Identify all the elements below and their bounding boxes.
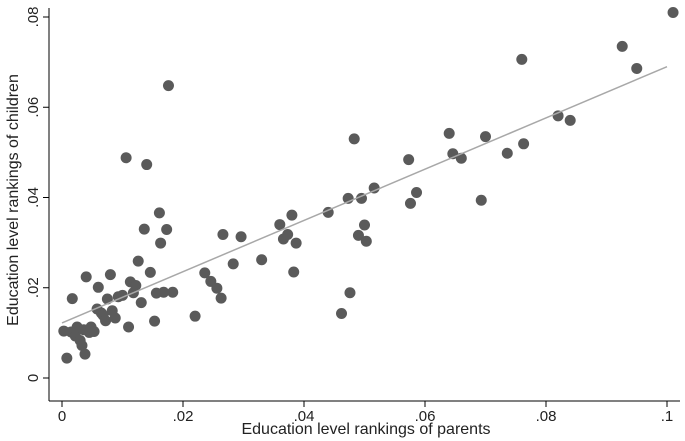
data-point xyxy=(336,307,348,319)
data-point xyxy=(475,194,487,206)
data-point xyxy=(215,292,227,304)
data-point xyxy=(344,287,356,299)
data-point xyxy=(616,40,628,52)
data-point xyxy=(359,219,370,231)
data-point xyxy=(501,147,513,159)
x-axis-title: Education level rankings of parents xyxy=(241,421,490,438)
data-point xyxy=(109,312,121,324)
data-point xyxy=(80,271,92,283)
data-point xyxy=(217,229,229,241)
data-point xyxy=(149,315,161,327)
data-point xyxy=(403,154,415,166)
x-tick-label: 0 xyxy=(58,408,66,425)
data-point xyxy=(288,266,300,278)
y-axis-ticks: 0 .02 .04 .06 .08 xyxy=(25,7,49,382)
data-point xyxy=(158,286,170,298)
data-point xyxy=(411,187,423,199)
x-tick-label: .06 xyxy=(415,408,436,425)
x-tick-label: .04 xyxy=(294,408,315,425)
data-point xyxy=(138,223,150,235)
data-point xyxy=(211,282,223,294)
data-point xyxy=(79,348,91,360)
y-tick-label: .04 xyxy=(25,187,42,208)
data-point xyxy=(161,224,173,236)
data-point xyxy=(66,293,78,305)
data-point xyxy=(286,209,298,221)
y-axis-title: Education level rankings of children xyxy=(5,74,22,326)
data-point xyxy=(167,286,179,298)
x-axis-ticks: 0 .02 .04 .06 .08 .1 xyxy=(58,401,673,425)
data-point xyxy=(132,255,144,267)
data-point xyxy=(123,321,135,333)
data-point xyxy=(667,6,679,18)
data-point xyxy=(144,266,156,278)
x-tick-label: .08 xyxy=(536,408,557,425)
data-point xyxy=(348,133,360,145)
data-point xyxy=(135,297,147,309)
data-point xyxy=(443,127,455,139)
data-point xyxy=(100,315,112,327)
data-point xyxy=(368,182,380,194)
data-point xyxy=(256,254,268,266)
x-tick-label: .02 xyxy=(173,408,194,425)
data-point xyxy=(360,235,372,247)
data-point xyxy=(88,326,100,338)
data-point xyxy=(61,352,73,364)
y-tick-label: .06 xyxy=(25,97,42,118)
data-point xyxy=(141,159,153,171)
data-point xyxy=(290,237,302,249)
data-point xyxy=(199,267,211,279)
data-point xyxy=(480,131,491,143)
data-point xyxy=(274,219,286,231)
data-point xyxy=(631,62,643,74)
data-point xyxy=(282,229,294,241)
data-point xyxy=(92,281,104,293)
data-point xyxy=(404,197,416,209)
x-tick-label: .1 xyxy=(661,408,674,425)
data-points xyxy=(58,6,679,364)
data-point xyxy=(516,53,528,65)
data-point xyxy=(76,340,88,352)
y-tick-label: 0 xyxy=(25,374,42,382)
data-point xyxy=(153,207,165,219)
fitted-trend-line xyxy=(61,65,668,324)
data-point xyxy=(227,258,239,270)
data-point xyxy=(130,279,142,291)
y-tick-label: .08 xyxy=(25,7,42,28)
y-tick-label: .02 xyxy=(25,277,42,298)
data-point xyxy=(352,229,364,241)
data-point xyxy=(518,138,530,150)
data-point xyxy=(552,110,564,122)
data-point xyxy=(155,237,167,249)
data-point xyxy=(104,269,116,281)
data-point xyxy=(120,152,132,164)
data-point xyxy=(189,310,201,322)
data-point xyxy=(162,80,174,92)
data-point xyxy=(235,231,247,243)
data-point xyxy=(564,114,576,126)
